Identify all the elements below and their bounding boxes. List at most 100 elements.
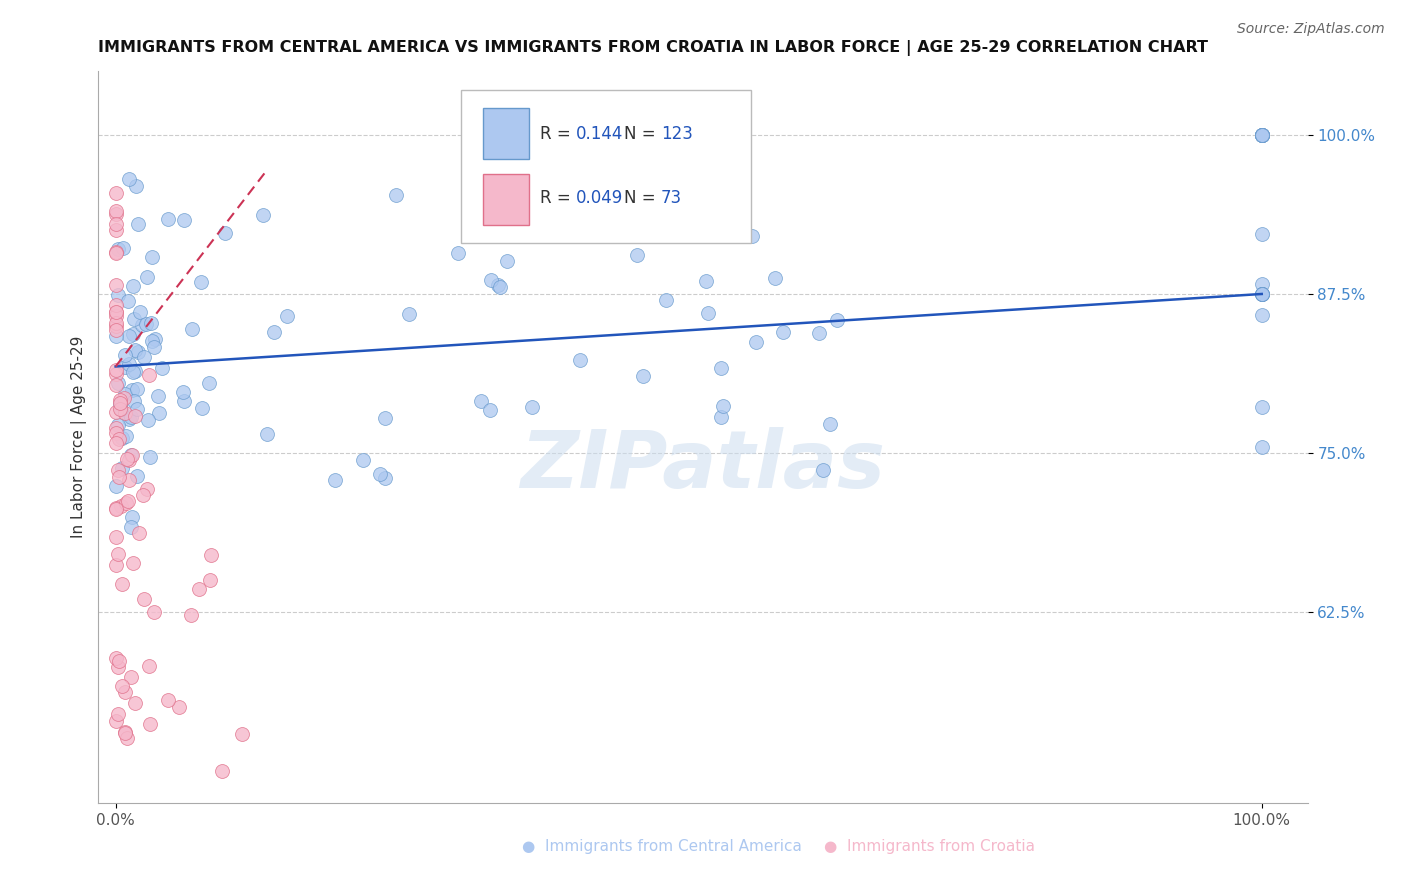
Point — [135, 317, 157, 331]
Text: IMMIGRANTS FROM CENTRAL AMERICA VS IMMIGRANTS FROM CROATIA IN LABOR FORCE | AGE : IMMIGRANTS FROM CENTRAL AMERICA VS IMMIG… — [98, 40, 1208, 56]
Point — [323, 473, 346, 487]
Point — [1250, 287, 1272, 301]
Point — [118, 453, 141, 467]
Point — [156, 693, 179, 707]
Point — [1250, 128, 1272, 142]
Point — [104, 203, 127, 218]
Point — [136, 413, 159, 427]
Point — [231, 726, 253, 740]
Point — [143, 340, 166, 354]
Point — [114, 359, 136, 374]
Text: R =: R = — [540, 189, 576, 207]
FancyBboxPatch shape — [482, 174, 529, 225]
Text: 73: 73 — [661, 189, 682, 207]
Point — [104, 305, 127, 319]
Point — [1250, 287, 1272, 301]
Text: ●  Immigrants from Croatia: ● Immigrants from Croatia — [824, 839, 1035, 854]
Point — [156, 211, 179, 226]
Point — [120, 520, 142, 534]
FancyBboxPatch shape — [482, 108, 529, 159]
Point — [263, 325, 285, 339]
Point — [104, 317, 127, 331]
Point — [108, 402, 131, 417]
Point — [128, 525, 150, 540]
Point — [276, 310, 298, 324]
Point — [120, 409, 142, 424]
Point — [118, 473, 141, 487]
Point — [115, 428, 138, 442]
Point — [614, 227, 637, 241]
Point — [139, 717, 162, 731]
Point — [125, 468, 148, 483]
Point — [107, 243, 129, 257]
Text: N =: N = — [624, 189, 661, 207]
Point — [107, 418, 129, 433]
Point — [134, 592, 156, 607]
Point — [114, 726, 136, 740]
Point — [745, 334, 768, 349]
Point — [695, 274, 717, 288]
Point — [104, 319, 127, 334]
Point — [121, 327, 143, 342]
Point — [105, 558, 128, 572]
Point — [104, 420, 127, 434]
Point — [256, 426, 278, 441]
Point — [104, 305, 127, 319]
Point — [447, 245, 470, 260]
Point — [108, 397, 131, 411]
Point — [807, 326, 830, 340]
Point — [108, 654, 131, 668]
Point — [214, 226, 236, 240]
Point — [124, 409, 146, 424]
Point — [127, 345, 149, 359]
Point — [655, 293, 678, 307]
Point — [111, 461, 134, 475]
Point — [1250, 128, 1272, 142]
Point — [107, 547, 129, 561]
Point — [121, 510, 143, 524]
Point — [104, 425, 127, 440]
Point — [1250, 440, 1272, 454]
Point — [1250, 128, 1272, 142]
Point — [486, 277, 509, 292]
Point — [135, 482, 157, 496]
Point — [114, 724, 136, 739]
Text: 123: 123 — [661, 125, 693, 143]
Point — [1250, 128, 1272, 142]
Point — [136, 270, 159, 285]
Point — [1250, 227, 1272, 241]
Point — [1250, 128, 1272, 142]
Point — [496, 253, 519, 268]
Text: Source: ZipAtlas.com: Source: ZipAtlas.com — [1237, 22, 1385, 37]
Point — [710, 360, 733, 375]
Point — [117, 452, 139, 467]
Point — [173, 385, 195, 400]
Point — [104, 298, 127, 312]
Point — [470, 394, 492, 409]
Point — [120, 670, 142, 684]
Point — [120, 448, 142, 462]
Point — [104, 404, 127, 418]
Point — [108, 432, 131, 446]
Point — [138, 659, 160, 673]
Point — [772, 325, 794, 339]
Point — [122, 365, 145, 379]
Point — [252, 208, 274, 222]
Point — [110, 402, 132, 417]
Point — [1250, 128, 1272, 142]
Point — [104, 328, 127, 343]
Point — [385, 188, 408, 202]
Point — [374, 471, 396, 485]
Point — [112, 391, 135, 405]
Point — [1250, 128, 1272, 142]
Point — [626, 247, 648, 261]
Point — [1250, 309, 1272, 323]
Point — [479, 273, 502, 287]
Point — [145, 332, 167, 346]
Point — [180, 607, 202, 622]
Point — [122, 278, 145, 293]
Point — [104, 310, 127, 324]
Point — [114, 387, 136, 401]
Point — [148, 406, 170, 420]
Point — [1250, 277, 1272, 292]
